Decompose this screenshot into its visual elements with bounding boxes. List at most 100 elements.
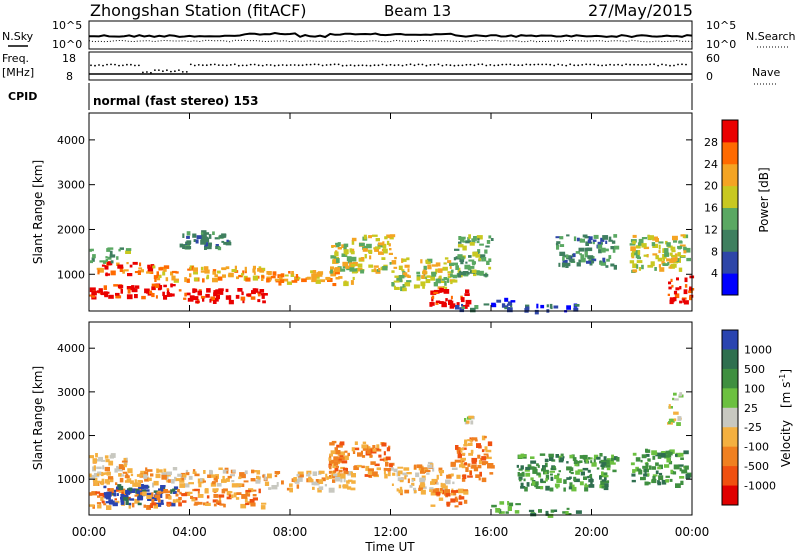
heatmap-cell: [507, 301, 513, 306]
heatmap-cell: [89, 474, 95, 479]
nave-point: [261, 64, 264, 67]
freq-label-line2: [MHz]: [2, 66, 34, 79]
heatmap-cell: [609, 459, 615, 464]
heatmap-cell: [167, 293, 173, 297]
heatmap-cell: [587, 475, 590, 479]
heatmap-cell: [368, 468, 374, 472]
nave-point: [233, 63, 236, 66]
heatmap-cell: [146, 492, 153, 498]
heatmap-cell: [316, 275, 320, 279]
heatmap-cell: [672, 471, 677, 475]
heatmap-cell: [673, 418, 677, 422]
heatmap-cell: [120, 497, 125, 503]
heatmap-cell: [156, 278, 161, 281]
heatmap-cell: [462, 245, 467, 251]
heatmap-cell: [520, 465, 524, 470]
heatmap-cell: [657, 454, 662, 459]
heatmap-cell: [518, 478, 522, 482]
heatmap-cell: [158, 275, 162, 278]
colorbar-tick-label: 16: [704, 202, 718, 215]
heatmap-cell: [473, 236, 477, 241]
heatmap-cell: [606, 467, 611, 471]
heatmap-cell: [584, 487, 589, 492]
heatmap-cell: [528, 509, 535, 513]
nave-point: [181, 71, 184, 73]
heatmap-cell: [672, 235, 678, 241]
heatmap-cell: [531, 481, 536, 486]
nave-point: [609, 63, 611, 66]
heatmap-cell: [583, 476, 588, 480]
heatmap-cell: [676, 277, 679, 281]
heatmap-cell: [361, 455, 366, 458]
heatmap-cell: [569, 454, 574, 459]
heatmap-cell: [510, 300, 516, 303]
heatmap-cell: [399, 486, 403, 491]
heatmap-cell: [313, 482, 320, 486]
noise-tick-high-left: 10^5: [52, 19, 82, 32]
heatmap-cell: [462, 240, 466, 243]
heatmap-cell: [676, 258, 680, 262]
heatmap-cell: [398, 265, 403, 270]
heatmap-cell: [552, 509, 558, 512]
heatmap-cell: [552, 466, 556, 469]
heatmap-cell: [439, 287, 444, 293]
heatmap-cell: [447, 260, 452, 264]
heatmap-cell: [578, 259, 582, 263]
heatmap-cell: [192, 469, 196, 474]
heatmap-cell: [391, 467, 394, 471]
nave-point: [162, 70, 164, 73]
heatmap-cell: [471, 269, 477, 273]
heatmap-cell: [218, 494, 225, 498]
heatmap-cell: [163, 295, 168, 300]
heatmap-cell: [467, 463, 471, 467]
heatmap-cell: [96, 290, 101, 293]
heatmap-cell: [565, 511, 569, 515]
heatmap-cell: [641, 237, 648, 240]
nsearch-line: [88, 39, 693, 43]
heatmap-cell: [175, 271, 179, 274]
heatmap-cell: [89, 455, 94, 459]
heatmap-cell: [389, 463, 393, 468]
nave-point: [413, 64, 416, 67]
heatmap-cell: [232, 469, 236, 473]
heatmap-cell: [372, 445, 376, 449]
heatmap-cell: [470, 437, 474, 441]
heatmap-cell: [652, 455, 656, 460]
nave-point: [597, 64, 600, 67]
heatmap-cell: [235, 294, 240, 299]
heatmap-cell: [647, 473, 650, 477]
heatmap-cell: [464, 293, 470, 296]
heatmap-cell: [487, 464, 493, 469]
heatmap-cell: [97, 471, 102, 475]
heatmap-cell: [608, 255, 612, 259]
heatmap-cell: [98, 492, 105, 497]
nave-point: [541, 63, 544, 66]
heatmap-cell: [643, 254, 648, 257]
heatmap-cell: [339, 268, 346, 272]
heatmap-cell: [195, 300, 199, 304]
heatmap-cell: [432, 264, 438, 267]
heatmap-cell: [225, 241, 232, 246]
heatmap-cell: [151, 283, 156, 287]
nave-point: [170, 70, 172, 73]
heatmap-cell: [131, 502, 135, 508]
heatmap-cell: [405, 474, 408, 477]
heatmap-cell: [200, 478, 204, 482]
heatmap-cell: [142, 484, 149, 489]
nave-point: [205, 64, 208, 67]
heatmap-cell: [659, 267, 665, 272]
heatmap-cell: [221, 233, 227, 238]
heatmap-cell: [357, 452, 362, 457]
heatmap-cell: [114, 498, 117, 501]
heatmap-cell: [93, 472, 100, 478]
heatmap-cell: [604, 483, 609, 487]
heatmap-cell: [119, 477, 124, 483]
nave-point: [513, 64, 516, 66]
heatmap-cell: [569, 258, 575, 263]
heatmap-cell: [416, 276, 421, 281]
heatmap-cell: [655, 452, 661, 457]
heatmap-cell: [550, 473, 553, 476]
heatmap-cell: [385, 462, 389, 467]
heatmap-cell: [669, 258, 674, 264]
heatmap-cell: [212, 270, 217, 275]
